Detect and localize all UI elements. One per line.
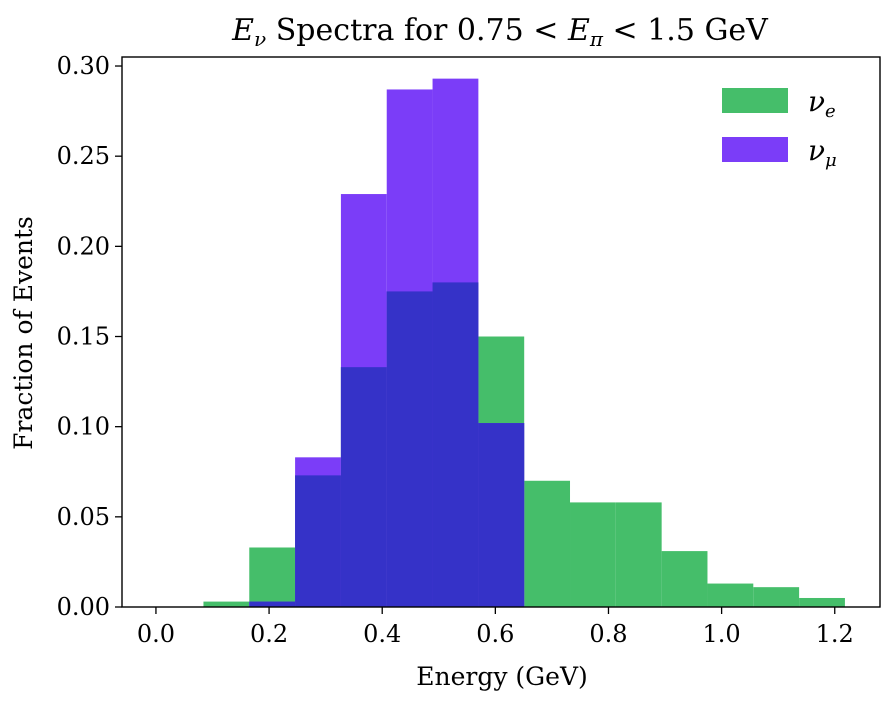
x-tick-label: 0.0 [137, 620, 175, 648]
bar-nu-e-7 [524, 480, 571, 607]
legend-label-nu-e-sub: e [825, 101, 836, 122]
x-tick-label: 0.2 [250, 620, 288, 648]
y-tick-label: 0.25 [57, 142, 110, 170]
bar-nu-e-11 [707, 583, 754, 607]
y-axis-ticks: 0.00 0.05 0.10 0.15 0.20 0.25 0.30 [57, 52, 122, 621]
y-tick-label: 0.10 [57, 413, 110, 441]
y-axis-label: Fraction of Events [9, 216, 38, 450]
bar-nu-e-8 [570, 502, 616, 607]
bar-overlap-2 [340, 367, 387, 607]
bar-nu-e-0 [203, 601, 250, 607]
y-tick-label: 0.15 [57, 323, 110, 351]
bar-overlap-3 [386, 291, 433, 607]
x-tick-label: 0.6 [476, 620, 514, 648]
bar-overlap-1 [295, 475, 341, 607]
legend-swatch-nu-e [722, 88, 788, 113]
bar-nu-e-9 [615, 502, 662, 607]
bar-nu-e-12 [753, 587, 800, 607]
legend: νe νμ [722, 85, 837, 171]
legend-label-nu-mu-main: ν [808, 134, 825, 167]
title-var2: E [567, 13, 590, 48]
x-axis-label: Energy (GeV) [416, 662, 588, 691]
y-tick-label: 0.20 [57, 232, 110, 260]
y-tick-label: 0.00 [57, 593, 110, 621]
title-var-sub: ν [254, 27, 266, 51]
y-tick-label: 0.30 [57, 52, 110, 80]
x-tick-label: 1.0 [703, 620, 741, 648]
bar-nu-e-10 [661, 551, 708, 607]
y-tick-label: 0.05 [57, 503, 110, 531]
x-tick-label: 1.2 [816, 620, 854, 648]
x-tick-label: 0.8 [589, 620, 627, 648]
title-tail: < 1.5 GeV [603, 13, 769, 48]
overlap-bars [249, 282, 525, 607]
legend-label-nu-mu-sub: μ [825, 150, 837, 171]
x-axis-ticks: 0.0 0.2 0.4 0.6 0.8 1.0 1.2 [137, 607, 854, 648]
plot-frame [121, 56, 881, 608]
title-mid: Spectra for 0.75 < [266, 13, 568, 48]
x-tick-label: 0.4 [363, 620, 401, 648]
legend-label-nu-e-main: ν [808, 85, 825, 118]
legend-label-nu-mu: νμ [808, 134, 837, 171]
bar-overlap-0 [249, 601, 296, 607]
legend-label-nu-e: νe [808, 85, 836, 122]
bar-nu-e-13 [799, 597, 845, 607]
bar-overlap-5 [478, 423, 525, 607]
title-var: E [231, 13, 254, 48]
bar-overlap-4 [432, 282, 479, 607]
legend-swatch-nu-mu [722, 137, 788, 162]
title-var2-sub: π [589, 27, 604, 51]
chart-title: Eν Spectra for 0.75 < Eπ < 1.5 GeV [231, 13, 769, 51]
bar-nu-e-1 [249, 547, 296, 607]
